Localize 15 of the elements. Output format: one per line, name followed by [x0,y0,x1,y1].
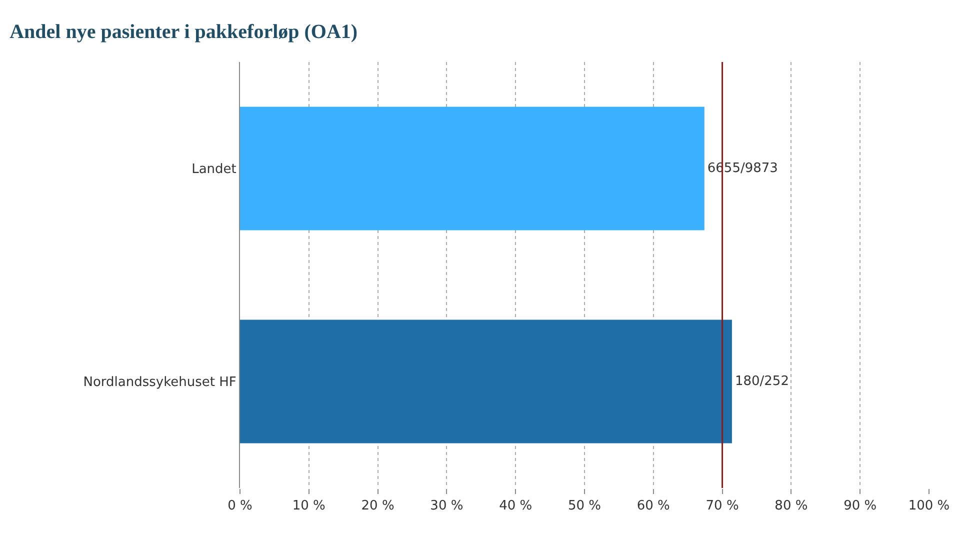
x-tick-label: 80 % [774,498,808,514]
x-tick-label: 70 % [706,498,739,514]
x-tick-label: 60 % [636,498,670,514]
x-tick-label: 10 % [292,498,326,514]
x-tick-label: 100 % [908,498,950,514]
data-label: 180/252 [734,374,789,389]
x-tick-label: 40 % [499,498,532,514]
y-tick-label: Landet [192,162,236,178]
x-tick-label: 20 % [361,498,394,514]
x-tick-label: 90 % [844,498,877,514]
x-tick-label: 50 % [568,498,602,514]
chart-title: Andel nye pasienter i pakkeforløp (OA1) [10,20,358,43]
x-tick-label: 0 % [228,498,252,514]
x-tick-label: 30 % [430,498,464,514]
y-tick-label: Nordlandssykehuset HF [83,375,236,390]
